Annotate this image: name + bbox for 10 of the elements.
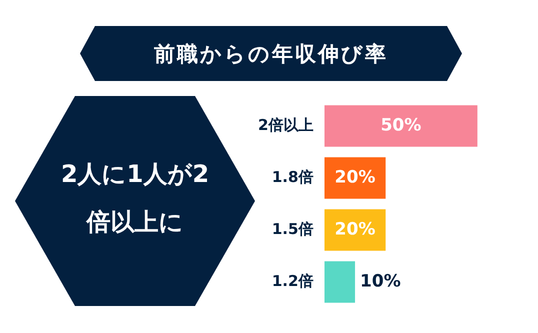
y-tick-label: 1.8倍: [272, 168, 314, 186]
y-tick-label: 2倍以上: [258, 116, 314, 134]
data-label: 20%: [334, 167, 376, 188]
y-tick-label: 1.2倍: [272, 272, 314, 290]
text: 2人に1人が2倍以上に: [60, 159, 210, 238]
data-label: 50%: [380, 115, 422, 136]
chart-title: 前職からの年収伸び率: [80, 26, 462, 81]
y-tick-label: 1.5倍: [272, 220, 314, 238]
data-label: 20%: [334, 219, 376, 240]
data-label: 10%: [360, 271, 401, 292]
